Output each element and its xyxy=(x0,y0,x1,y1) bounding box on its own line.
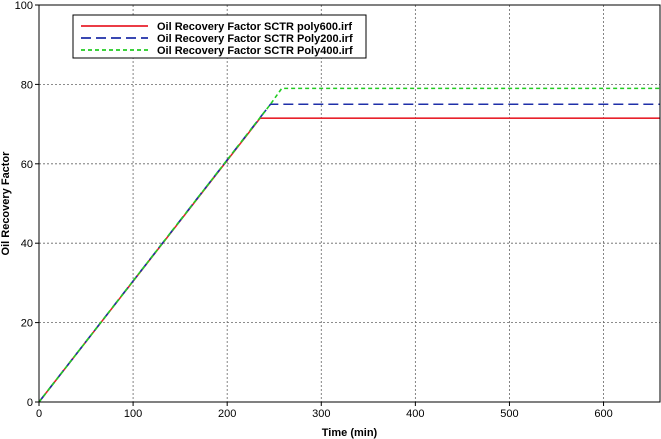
series-line-2 xyxy=(38,103,660,403)
series-group xyxy=(38,87,660,403)
series-line-3 xyxy=(38,87,660,403)
x-tick-label: 200 xyxy=(218,408,236,420)
y-tick-label: 40 xyxy=(21,238,33,250)
grid xyxy=(39,4,660,402)
y-tick-label: 20 xyxy=(21,318,33,330)
axis-ticks: 0 100 200 300 400 500 600 0 20 40 60 80 100 xyxy=(15,0,613,420)
x-tick-label: 300 xyxy=(312,408,330,420)
legend-label-2: Oil Recovery Factor SCTR Poly200.irf xyxy=(157,33,353,45)
legend-label-1: Oil Recovery Factor SCTR poly600.irf xyxy=(157,21,352,33)
x-axis-title: Time (min) xyxy=(322,427,378,439)
y-tick-label: 80 xyxy=(21,79,33,91)
legend-label-3: Oil Recovery Factor SCTR Poly400.irf xyxy=(157,45,353,57)
legend: Oil Recovery Factor SCTR poly600.irfOil … xyxy=(72,14,367,59)
x-tick-label: 400 xyxy=(406,408,424,420)
y-tick-label: 100 xyxy=(15,0,33,12)
x-tick-label: 600 xyxy=(594,408,612,420)
x-tick-label: 0 xyxy=(36,408,42,420)
y-axis-title: Oil Recovery Factor xyxy=(0,151,12,256)
x-tick-label: 500 xyxy=(500,408,518,420)
legend-box xyxy=(72,14,367,59)
x-tick-label: 100 xyxy=(124,408,142,420)
y-tick-label: 0 xyxy=(27,397,33,409)
y-tick-label: 60 xyxy=(21,159,33,171)
plot-frame xyxy=(38,4,661,403)
series-line-1 xyxy=(38,117,660,403)
